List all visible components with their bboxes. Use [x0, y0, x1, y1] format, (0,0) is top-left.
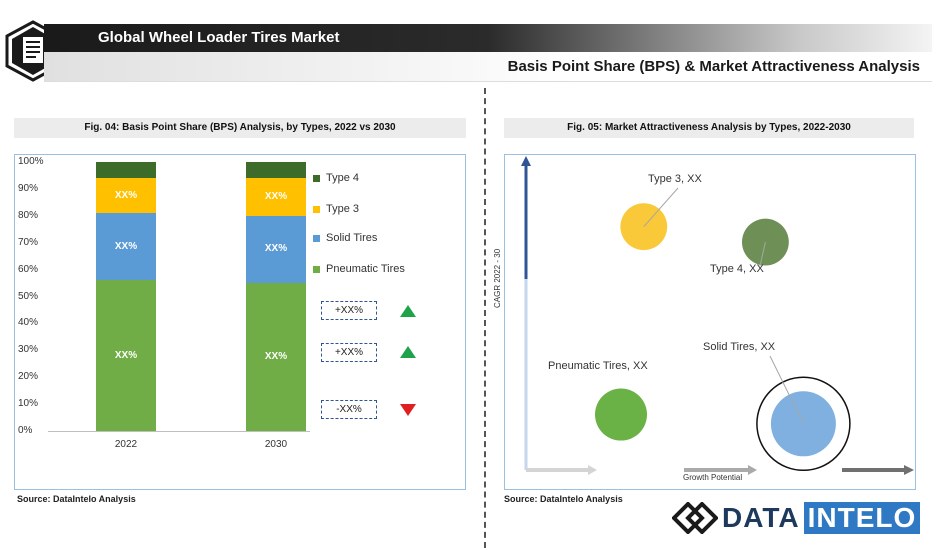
legend-label-solid: Solid Tires: [326, 232, 378, 244]
bubble-label-solid: Solid Tires, XX: [703, 341, 776, 353]
left-figure-title: Fig. 04: Basis Point Share (BPS) Analysi…: [14, 118, 466, 138]
bar-segment-type-4-2030: [246, 162, 306, 179]
legend-solid: Solid Tires: [313, 232, 377, 244]
x-tick-label: 2030: [264, 439, 288, 450]
bar-segment-solid-tires-2022: [96, 213, 156, 281]
brand-logo: DATA INTELO: [672, 502, 921, 534]
brand-name-part2: INTELO: [803, 502, 921, 534]
bar-data-label: XX%: [264, 190, 288, 202]
bubble-leader-line: [643, 187, 679, 228]
legend-pneumatic: Pneumatic Tires: [313, 263, 405, 275]
x-axis-arrow-2: [748, 465, 757, 475]
header-title-bar: [44, 24, 932, 52]
x-axis-label: Growth Potential: [683, 473, 743, 482]
y-tick-label: 0%: [18, 425, 33, 436]
legend-swatch-type3: [313, 205, 320, 213]
bubble-label-type4: Type 4, XX: [710, 263, 764, 275]
bubble-label-pneumatic: Pneumatic Tires, XX: [548, 360, 648, 372]
legend-label-pneumatic: Pneumatic Tires: [326, 263, 405, 275]
bubble-leader-line: [769, 355, 804, 425]
up-arrow-icon: [400, 305, 416, 317]
bubble-leader-line: [759, 241, 766, 267]
x-tick-label: 2022: [114, 439, 138, 450]
page-subtitle: Basis Point Share (BPS) & Market Attract…: [507, 58, 920, 75]
bar-data-label: XX%: [264, 351, 288, 363]
bar-segment-type-4-2022: [96, 162, 156, 179]
y-tick-label: 30%: [18, 344, 39, 356]
legend-swatch-solid: [313, 234, 320, 242]
y-tick-label: 50%: [18, 290, 39, 302]
bar-data-label: XX%: [114, 189, 138, 201]
legend-label-type3: Type 3: [326, 203, 360, 215]
bar-segment-type-3-2022: [96, 178, 156, 214]
bar-segment-solid-tires-2030: [246, 215, 306, 284]
brand-mark-icon: [672, 502, 718, 534]
y-tick-label: 10%: [18, 398, 39, 410]
right-figure-title: Fig. 05: Market Attractiveness Analysis …: [504, 118, 914, 138]
bar-data-label: XX%: [264, 243, 288, 255]
legend-type4: Type 4: [313, 172, 359, 184]
bps-chart-panel: [14, 154, 466, 490]
bar-data-label: XX%: [114, 349, 138, 361]
y-tick-label: 60%: [18, 263, 39, 275]
legend-type3: Type 3: [313, 203, 359, 215]
x-axis-arrow-1: [588, 465, 597, 475]
down-arrow-icon: [400, 404, 416, 416]
y-axis-arrow: [521, 156, 531, 166]
attractiveness-bubble-chart: [521, 156, 914, 475]
legend-swatch-pneumatic: [313, 265, 320, 273]
y-tick-label: 90%: [18, 182, 39, 194]
bubbles-group: [595, 187, 851, 472]
up-arrow-icon: [400, 346, 416, 358]
page-title: Global Wheel Loader Tires Market: [98, 29, 340, 46]
change-box-solid: +XX%: [321, 343, 377, 362]
bar-segment-pneumatic-tires-2030: [246, 283, 306, 431]
change-box-pneumatic: -XX%: [321, 400, 377, 419]
y-tick-label: 100%: [18, 156, 44, 167]
y-tick-label: 80%: [18, 209, 39, 221]
right-source: Source: DataIntelo Analysis: [504, 494, 623, 504]
bar-segment-type-3-2030: [246, 178, 306, 216]
y-axis-label: CAGR 2022 - 30: [493, 248, 502, 308]
legend-label-type4: Type 4: [326, 172, 360, 184]
change-box-type3: +XX%: [321, 301, 377, 320]
x-axis-arrow-3: [904, 465, 914, 475]
bubble-label-type3: Type 3, XX: [648, 173, 702, 185]
bubble-solid-tires: [770, 391, 836, 457]
y-tick-label: 20%: [18, 371, 39, 383]
brand-name-part1: DATA: [722, 502, 800, 533]
bar-segment-pneumatic-tires-2022: [96, 280, 156, 431]
y-tick-label: 70%: [18, 236, 39, 248]
legend-swatch-type4: [313, 174, 320, 182]
bubble-type4: [742, 218, 789, 266]
section-divider: [484, 88, 486, 548]
bar-data-label: XX%: [114, 240, 138, 252]
header-subtitle-bar: [44, 52, 932, 82]
bubble-pneumatic-tires: [595, 388, 647, 441]
y-tick-label: 40%: [18, 317, 39, 329]
x-axis-line: [48, 431, 310, 432]
left-source: Source: DataIntelo Analysis: [17, 494, 136, 504]
